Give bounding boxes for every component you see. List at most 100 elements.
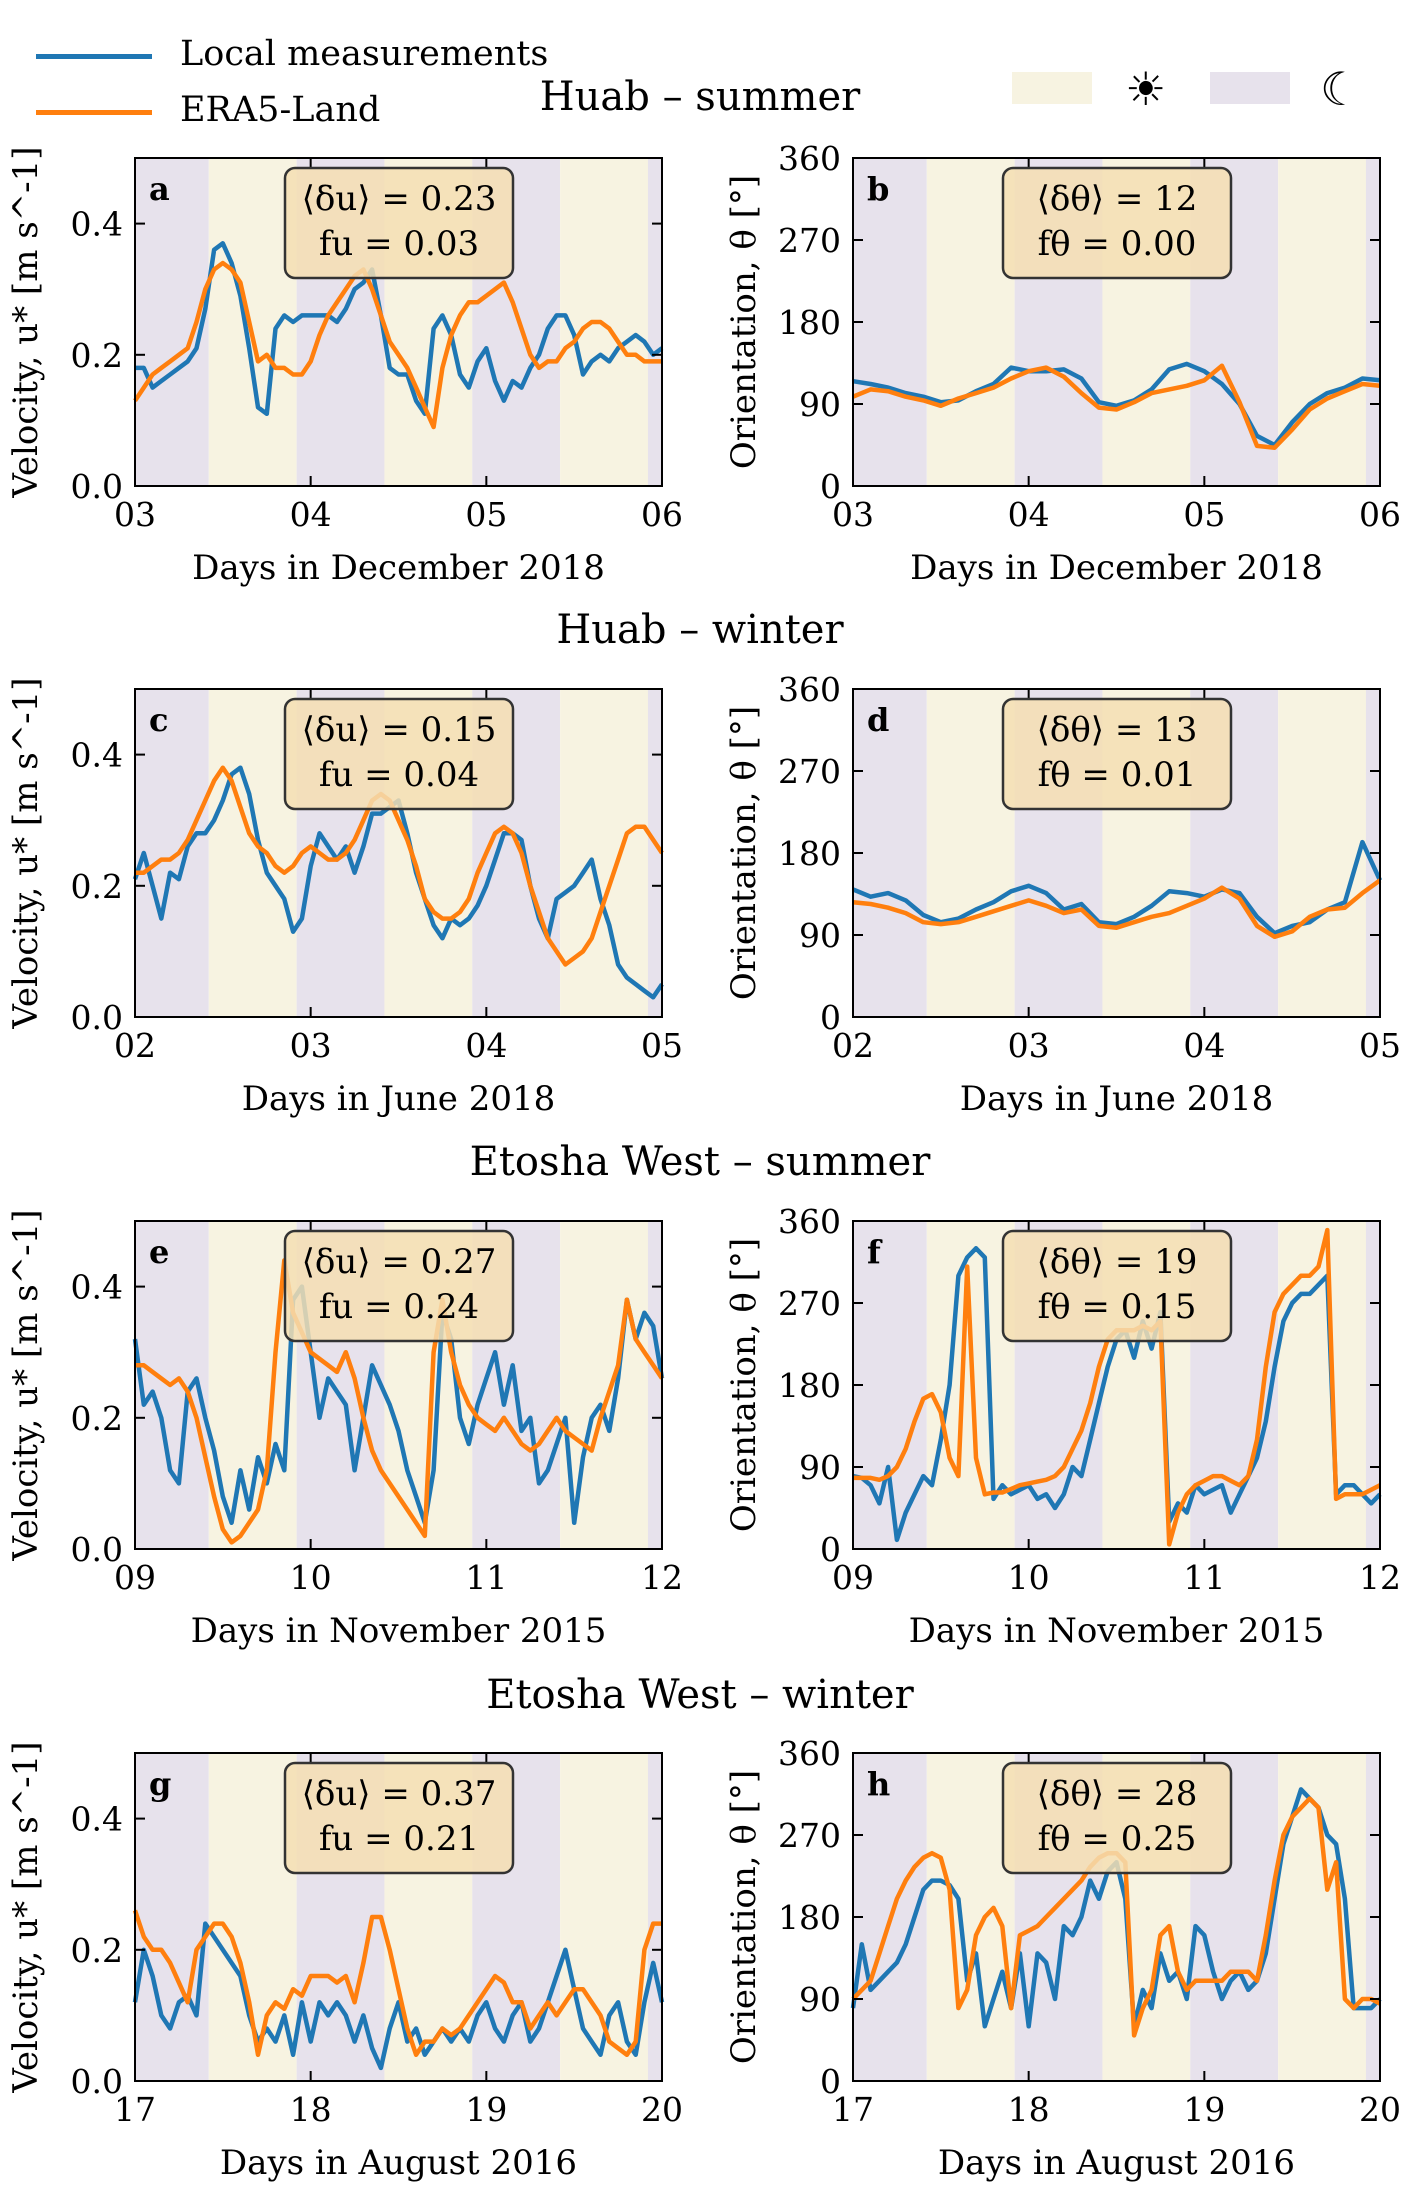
sun-icon: ☀ xyxy=(1125,62,1167,116)
x-tick-label: 09 xyxy=(114,1558,156,1597)
night-shade xyxy=(853,689,927,1017)
stats-text: fu = 0.03 xyxy=(319,224,479,264)
y-tick-label: 0.2 xyxy=(71,1931,123,1970)
stats-text: ⟨δu⟩ = 0.37 xyxy=(302,1774,497,1814)
panel-b: 0 90 180 270 360 03 04 05 06 Days in December 201… xyxy=(724,139,1401,588)
y-tick-label: 0.2 xyxy=(71,336,123,375)
local-line xyxy=(132,1284,665,1526)
x-axis-label: Days in November 2015 xyxy=(909,1611,1325,1651)
stats-text: ⟨δu⟩ = 0.23 xyxy=(302,179,497,219)
panel-e: 0.0 0.2 0.4 09 10 11 12 Days in November 2015 Ve… xyxy=(6,1209,683,1651)
x-tick-label: 18 xyxy=(290,2090,332,2129)
stats-text: ⟨δθ⟩ = 28 xyxy=(1037,1774,1198,1814)
stats-box xyxy=(1001,1229,1233,1343)
stats-box xyxy=(283,697,515,811)
x-tick-label: 12 xyxy=(1359,1558,1401,1597)
y-tick-label: 90 xyxy=(799,916,841,955)
x-axis-label: Days in August 2016 xyxy=(220,2143,577,2183)
day-shade xyxy=(208,689,297,1017)
panel-letter: f xyxy=(867,1233,883,1271)
x-tick-label: 06 xyxy=(1359,495,1401,534)
x-tick-label: 04 xyxy=(1008,495,1050,534)
panel-letter: g xyxy=(149,1765,171,1803)
panel-letter: d xyxy=(867,701,889,739)
legend-label-era5: ERA5-Land xyxy=(180,90,381,130)
stats-text: fθ = 0.25 xyxy=(1038,1819,1197,1859)
x-tick-label: 17 xyxy=(114,2090,156,2129)
x-tick-label: 10 xyxy=(290,1558,332,1597)
x-axis-label: Days in November 2015 xyxy=(191,1611,607,1651)
section-title: Etosha West – summer xyxy=(470,1139,932,1185)
day-shade-swatch xyxy=(1012,72,1092,104)
y-tick-label: 270 xyxy=(778,1284,841,1323)
y-axis-label: Velocity, u* [m s^-1] xyxy=(6,146,46,498)
day-shade xyxy=(1278,1221,1366,1549)
night-shade xyxy=(135,1753,209,2081)
stats-text: fθ = 0.01 xyxy=(1038,755,1197,795)
stats-box xyxy=(283,166,515,280)
axes-frame xyxy=(134,688,663,1018)
stats-box xyxy=(1001,697,1233,811)
panel-g: 0.0 0.2 0.4 17 18 19 20 Days in August 2016 Velo… xyxy=(6,1741,683,2183)
moon-icon: ☾ xyxy=(1320,62,1362,116)
y-tick-label: 0.4 xyxy=(71,1800,123,1839)
x-tick-label: 04 xyxy=(1183,1026,1225,1065)
stats-text: fθ = 0.15 xyxy=(1038,1287,1197,1327)
stats-text: fu = 0.21 xyxy=(319,1819,479,1859)
panel-letter: e xyxy=(149,1233,169,1271)
night-shade xyxy=(647,689,662,1017)
era5-line xyxy=(135,1258,664,1545)
axes-frame xyxy=(134,1752,663,2082)
y-tick-label: 0.0 xyxy=(71,998,123,1037)
stats-box xyxy=(1001,1761,1233,1875)
axes-frame xyxy=(134,157,663,487)
y-tick-label: 0.4 xyxy=(71,1268,123,1307)
x-tick-label: 05 xyxy=(641,1026,683,1065)
y-tick-label: 0.2 xyxy=(71,1399,123,1438)
legend-swatch-local xyxy=(36,54,152,59)
y-tick-label: 90 xyxy=(799,385,841,424)
y-tick-label: 0 xyxy=(820,467,841,506)
day-shade xyxy=(1278,689,1366,1017)
stats-box xyxy=(1001,166,1233,280)
x-tick-label: 18 xyxy=(1008,2090,1050,2129)
y-tick-label: 0 xyxy=(820,1530,841,1569)
x-tick-label: 09 xyxy=(832,1558,874,1597)
y-tick-label: 360 xyxy=(778,139,841,178)
section-title: Huab – summer xyxy=(540,74,861,120)
x-tick-label: 02 xyxy=(114,1026,156,1065)
panel-f: 0 90 180 270 360 09 10 11 12 Days in November 201… xyxy=(724,1202,1401,1651)
night-shade xyxy=(647,1753,662,2081)
stats-text: fu = 0.24 xyxy=(319,1287,479,1327)
stats-text: ⟨δθ⟩ = 13 xyxy=(1037,710,1198,750)
panel-h: 0 90 180 270 360 17 18 19 20 Days in August 2016 O… xyxy=(724,1734,1401,2183)
day-shade xyxy=(208,158,297,486)
y-axis-label: Orientation, θ [°] xyxy=(724,706,764,1000)
section-title: Etosha West – winter xyxy=(486,1672,914,1718)
y-axis-label: Velocity, u* [m s^-1] xyxy=(6,1741,46,2093)
y-tick-label: 270 xyxy=(778,221,841,260)
day-shade xyxy=(560,1221,648,1549)
era5-line xyxy=(133,260,662,430)
night-shade-swatch xyxy=(1210,72,1290,104)
local-line xyxy=(135,241,664,417)
y-axis-label: Orientation, θ [°] xyxy=(724,1238,764,1532)
x-tick-label: 05 xyxy=(465,495,507,534)
stats-box xyxy=(283,1229,515,1343)
x-tick-label: 04 xyxy=(290,495,332,534)
y-tick-label: 270 xyxy=(778,1816,841,1855)
x-tick-label: 10 xyxy=(1008,1558,1050,1597)
section-title: Huab – winter xyxy=(556,607,844,653)
stats-text: ⟨δu⟩ = 0.27 xyxy=(302,1242,497,1282)
stats-text: fθ = 0.00 xyxy=(1038,224,1197,264)
x-tick-label: 06 xyxy=(641,495,683,534)
y-axis-label: Orientation, θ [°] xyxy=(724,1770,764,2064)
x-tick-label: 03 xyxy=(832,495,874,534)
x-axis-label: Days in June 2018 xyxy=(960,1079,1273,1119)
y-tick-label: 0.0 xyxy=(71,2062,123,2101)
x-tick-label: 05 xyxy=(1183,495,1225,534)
y-tick-label: 90 xyxy=(799,1980,841,2019)
y-tick-label: 360 xyxy=(778,1202,841,1241)
y-tick-label: 0 xyxy=(820,998,841,1037)
era5-line xyxy=(135,765,664,967)
